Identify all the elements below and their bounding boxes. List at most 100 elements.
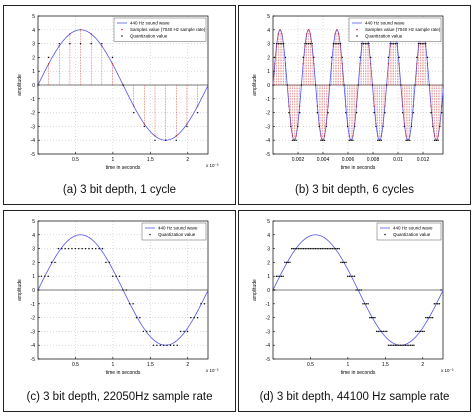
quantization-point	[166, 344, 168, 346]
quantization-point	[403, 125, 406, 128]
sample-point	[290, 123, 292, 125]
sample-point	[327, 105, 329, 107]
quantization-point	[384, 111, 386, 114]
caption-c: (c) 3 bit depth, 22050Hz sample rate	[26, 391, 213, 403]
quantization-point	[362, 303, 364, 305]
quantization-point	[437, 139, 439, 141]
quantization-point	[299, 247, 301, 250]
quantization-point	[333, 247, 335, 250]
sample-point	[325, 123, 327, 125]
quantization-point	[400, 84, 402, 86]
sample-point	[368, 45, 370, 47]
y-tick-label: -5	[31, 357, 36, 363]
quantization-point	[398, 56, 400, 59]
sample-point	[426, 63, 429, 65]
quantization-point	[132, 111, 135, 114]
quantization-point	[115, 275, 117, 277]
quantization-point	[156, 344, 158, 346]
quantization-point	[343, 84, 345, 86]
legend-label: Quantization value	[393, 232, 431, 237]
quantization-point	[280, 275, 283, 277]
quantization-point	[371, 84, 374, 86]
quantization-point	[273, 289, 276, 291]
quantization-point	[81, 247, 83, 250]
quantization-point	[418, 330, 420, 333]
quantization-point	[341, 261, 344, 264]
quantization-point	[122, 84, 124, 86]
quantization-point	[282, 275, 284, 277]
quantization-point	[193, 316, 195, 319]
quantization-point	[307, 247, 310, 250]
quantization-point	[423, 42, 425, 45]
quantization-point	[47, 56, 50, 59]
quantization-point	[352, 275, 354, 277]
y-tick-label: 5	[267, 219, 270, 225]
y-tick-label: -5	[266, 357, 271, 363]
quantization-point	[332, 42, 335, 45]
quantization-point	[54, 261, 56, 264]
y-tick-label: -5	[266, 152, 271, 158]
sample-point	[79, 29, 82, 31]
quantization-point	[40, 275, 43, 277]
legend-swatch-quantization	[356, 35, 358, 37]
sample-point	[361, 45, 363, 47]
quantization-point	[401, 111, 404, 114]
quantization-point	[334, 42, 336, 45]
quantization-point	[440, 289, 442, 291]
quantization-point	[125, 289, 128, 291]
sample-point	[284, 63, 287, 65]
sample-point	[311, 45, 313, 47]
quantization-point	[409, 344, 412, 346]
sample-point	[336, 29, 338, 31]
quantization-point	[323, 139, 326, 141]
quantization-point	[408, 344, 410, 346]
quantization-point	[304, 42, 306, 45]
sample-point	[375, 123, 377, 125]
y-tick-label: -2	[31, 111, 36, 117]
quantization-point	[411, 344, 414, 346]
y-tick-label: 4	[267, 233, 270, 239]
x-tick-label: 0.5	[72, 362, 79, 368]
quantization-point	[294, 247, 296, 250]
sample-point	[196, 105, 199, 107]
quantization-point	[338, 247, 340, 250]
quantization-point	[101, 42, 103, 45]
sample-point	[154, 135, 156, 137]
quantization-point	[272, 84, 274, 86]
sample-point	[409, 135, 411, 137]
y-tick-label: 2	[32, 55, 35, 61]
sample-point	[348, 135, 351, 137]
y-tick-label: -3	[31, 329, 36, 335]
quantization-point	[368, 42, 370, 45]
quantization-point	[379, 330, 381, 333]
quantization-point	[396, 344, 398, 346]
legend-box	[113, 17, 207, 42]
legend-label: 440 Hz sound wave	[130, 21, 170, 26]
quantization-point	[293, 139, 296, 141]
y-tick-label: -2	[266, 316, 271, 322]
quantization-point	[352, 139, 354, 141]
sample-point	[69, 33, 71, 35]
quantization-point	[432, 125, 434, 128]
sample-point	[416, 63, 418, 65]
chart-c: -5 -4 -3 -2 -1 0 1 2 3 4 5 0.5 1 1.5 2 x 10⁻³ time in se…	[17, 219, 219, 376]
quantization-point	[389, 344, 391, 346]
quantization-point	[324, 247, 327, 250]
caption-a: (a) 3 bit depth, 1 cycle	[62, 184, 177, 196]
quantization-point	[331, 247, 334, 250]
quantization-point	[281, 42, 283, 45]
quantization-point	[353, 125, 356, 128]
legend-box	[348, 17, 442, 42]
x-tick-label: 1	[346, 362, 349, 368]
sample-point	[281, 33, 283, 35]
y-tick-label: 0	[267, 83, 270, 89]
y-tick-label: 4	[32, 28, 35, 34]
sample-point	[341, 63, 343, 65]
sample-point	[297, 123, 299, 125]
quantization-point	[279, 275, 281, 277]
quantization-point	[279, 42, 281, 45]
quantization-point	[359, 56, 361, 59]
quantization-point	[428, 84, 430, 86]
quantization-point	[302, 247, 305, 250]
quantization-point	[396, 42, 399, 45]
